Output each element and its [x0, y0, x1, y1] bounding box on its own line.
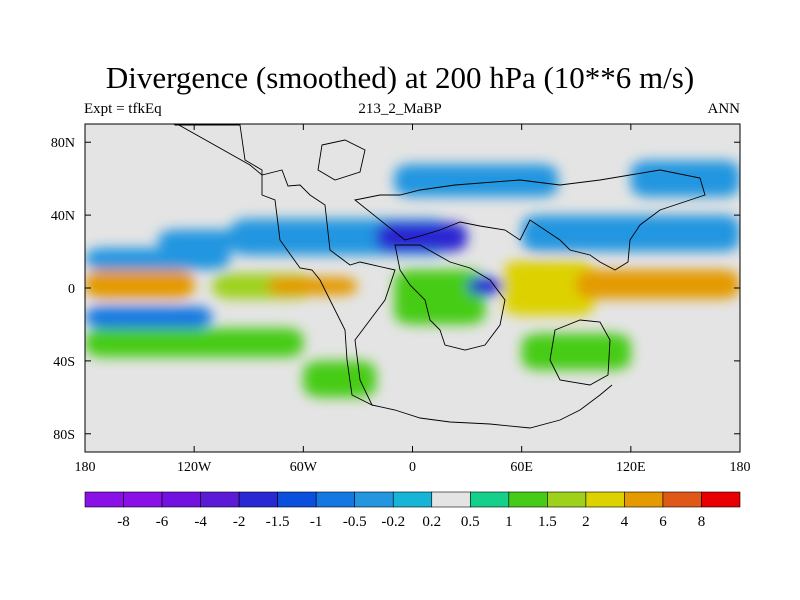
colorbar-box-4	[238, 491, 278, 508]
colorbar-label-5: -1	[310, 514, 323, 530]
colorbar-box-16	[701, 491, 741, 508]
colorbar-box-2	[161, 491, 201, 508]
coastline-australia	[549, 319, 611, 386]
colorbar-box-15	[662, 491, 702, 508]
x-tick-label-0: 180	[75, 460, 96, 475]
colorbar-box-3	[200, 491, 240, 508]
contour-region-6	[266, 277, 358, 296]
contour-region-11	[503, 260, 595, 316]
colorbar-box-5	[277, 491, 317, 508]
colorbar-box-6	[315, 491, 356, 508]
contour-region-2	[85, 306, 213, 329]
x-tick-label-5: 120E	[616, 460, 646, 475]
y-tick-label-2: 0	[68, 282, 75, 297]
colorbar-box-14	[624, 491, 664, 508]
colorbar-box-0	[84, 491, 124, 508]
x-tick-label-4: 60E	[510, 460, 533, 475]
colorbar-label-0: -8	[117, 514, 130, 530]
colorbar-label-10: 1	[505, 514, 513, 530]
colorbar-label-14: 6	[659, 514, 667, 530]
x-tick-label-1: 120W	[177, 460, 212, 475]
contour-region-0	[85, 269, 195, 299]
colorbar-label-1: -6	[156, 514, 169, 530]
experiment-label: Expt = tfkEq	[84, 101, 162, 117]
colorbar-label-9: 0.5	[461, 514, 480, 530]
colorbar-label-15: 8	[698, 514, 706, 530]
colorbar-label-2: -4	[194, 514, 207, 530]
colorbar-label-7: -0.2	[381, 514, 405, 530]
contour-region-15	[630, 160, 740, 197]
colorbar-label-4: -1.5	[266, 514, 290, 530]
coastline-greenland	[317, 139, 366, 181]
colorbar-box-8	[392, 491, 433, 508]
contour-region-10	[467, 277, 504, 296]
colorbar-label-3: -2	[233, 514, 246, 530]
colorbar-box-12	[547, 491, 587, 508]
y-tick-label-3: 40S	[53, 355, 75, 370]
contour-region-13	[521, 215, 740, 252]
season-label: ANN	[707, 101, 741, 117]
y-tick-label-1: 40N	[51, 209, 75, 224]
contour-region-8	[376, 222, 468, 252]
chart-title: Divergence (smoothed) at 200 hPa (10**6 …	[105, 60, 695, 95]
contour-region-9	[394, 269, 486, 325]
y-tick-label-0: 80N	[51, 136, 75, 151]
coastline-africa	[394, 244, 506, 351]
contour-region-4	[85, 328, 304, 358]
colorbar-label-11: 1.5	[538, 514, 557, 530]
x-tick-label-3: 0	[409, 460, 416, 475]
coastline-antarctica	[371, 384, 613, 429]
run-id-label: 213_2_MaBP	[358, 101, 442, 117]
colorbar-label-13: 4	[621, 514, 629, 530]
colorbar-label-6: -0.5	[343, 514, 367, 530]
contour-region-12	[576, 269, 740, 299]
colorbar-box-1	[123, 491, 163, 508]
x-tick-label-2: 60W	[290, 460, 318, 475]
colorbar-box-11	[508, 491, 548, 508]
colorbar-box-10	[469, 491, 510, 508]
contour-region-14	[394, 164, 559, 197]
contour-region-17	[521, 333, 631, 370]
contour-region-16	[303, 360, 377, 398]
colorbar-box-7	[354, 491, 394, 508]
coastline-europe-asia	[353, 169, 706, 271]
x-tick-label-6: 180	[730, 460, 751, 475]
colorbar-label-12: 2	[582, 514, 590, 530]
colorbar-label-8: 0.2	[422, 514, 441, 530]
y-tick-label-4: 80S	[53, 428, 75, 443]
colorbar-box-13	[585, 491, 625, 508]
contour-region-1	[85, 247, 231, 270]
colorbar-box-9	[431, 491, 471, 508]
